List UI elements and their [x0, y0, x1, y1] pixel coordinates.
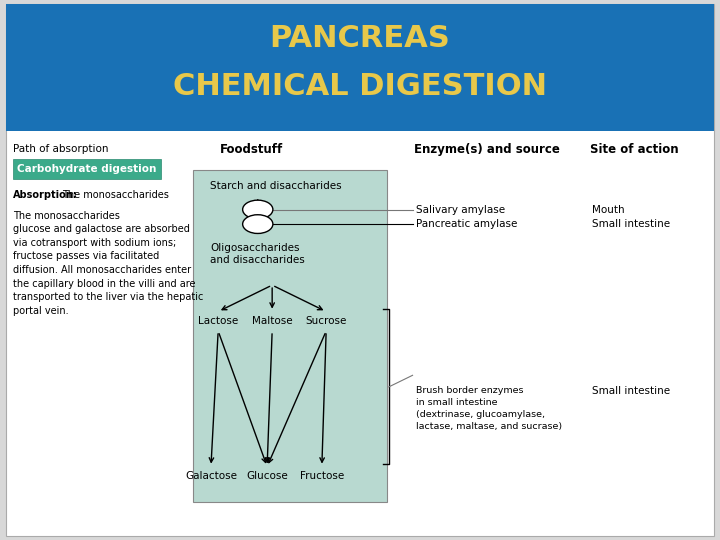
- Text: Carbohydrate digestion: Carbohydrate digestion: [17, 164, 156, 174]
- Text: Maltose: Maltose: [252, 316, 292, 326]
- Ellipse shape: [243, 200, 273, 219]
- Ellipse shape: [243, 215, 273, 233]
- Text: Path of absorption: Path of absorption: [13, 144, 109, 154]
- Text: Mouth: Mouth: [592, 205, 624, 214]
- Bar: [13, 159, 161, 179]
- Text: Foodstuff: Foodstuff: [220, 143, 283, 156]
- Text: Oligosaccharides
and disaccharides: Oligosaccharides and disaccharides: [210, 242, 305, 265]
- Text: Galactose: Galactose: [185, 471, 237, 481]
- Text: Lactose: Lactose: [198, 316, 238, 326]
- Text: Starch and disaccharides: Starch and disaccharides: [210, 181, 342, 191]
- Text: Small intestine: Small intestine: [592, 386, 670, 396]
- Text: PANCREAS: PANCREAS: [269, 24, 451, 52]
- Text: The monosaccharides
glucose and galactose are absorbed
via cotransport with sodi: The monosaccharides glucose and galactos…: [13, 211, 203, 316]
- Text: Absorption:: Absorption:: [13, 190, 78, 200]
- Text: Site of action: Site of action: [590, 143, 679, 156]
- Text: Enzyme(s) and source: Enzyme(s) and source: [414, 143, 560, 156]
- Text: CHEMICAL DIGESTION: CHEMICAL DIGESTION: [173, 72, 547, 101]
- Text: Glucose: Glucose: [246, 471, 288, 481]
- Text: Brush border enzymes
in small intestine
(dextrinase, glucoamylase,
lactase, malt: Brush border enzymes in small intestine …: [416, 386, 562, 430]
- Text: Fructose: Fructose: [300, 471, 344, 481]
- Bar: [193, 170, 387, 502]
- Bar: [6, 4, 714, 131]
- Text: Sucrose: Sucrose: [305, 316, 347, 326]
- Text: Salivary amylase: Salivary amylase: [416, 205, 505, 214]
- Text: Pancreatic amylase: Pancreatic amylase: [416, 219, 518, 229]
- Text: Small intestine: Small intestine: [592, 219, 670, 229]
- Text: The monosaccharides: The monosaccharides: [62, 190, 168, 200]
